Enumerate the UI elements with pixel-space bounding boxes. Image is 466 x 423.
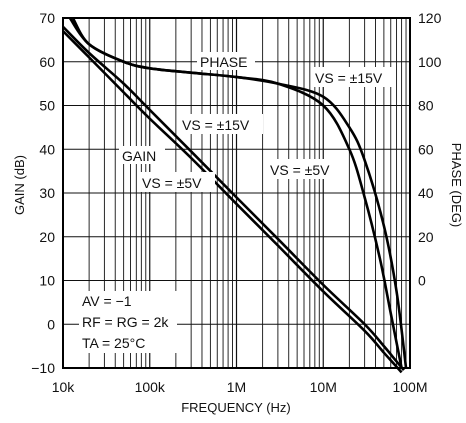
conditions-box-bg <box>79 291 177 353</box>
y-left-tick-label: 60 <box>39 54 55 70</box>
vs-phase-5-bg <box>267 159 343 179</box>
tick-labels: 10k 100k 1M 10M 100M −10 0 10 20 30 40 50 60 70 0 20 40 6… <box>31 10 441 395</box>
y-left-tick-label: 0 <box>47 316 55 332</box>
y-left-tick-label: −10 <box>31 360 55 376</box>
curves <box>62 17 408 374</box>
plot-border <box>62 17 411 369</box>
y-left-tick-label: 30 <box>39 185 55 201</box>
x-tick-label: 1M <box>227 379 246 395</box>
grid <box>62 17 410 369</box>
y-right-tick-label: 100 <box>418 54 442 70</box>
y-right-tick-label: 120 <box>418 10 442 26</box>
gain-label-bg <box>119 146 165 164</box>
y-left-tick-label: 50 <box>39 98 55 114</box>
series-line-1 <box>62 25 405 372</box>
x-tick-label: 100k <box>135 379 166 395</box>
vs-gain-15-label: VS = ±15V <box>182 117 250 133</box>
y-left-tick-label: 40 <box>39 141 55 157</box>
y-right-tick-label: 20 <box>418 229 434 245</box>
phase-label-bg <box>197 52 255 70</box>
gain-label: GAIN <box>122 148 156 164</box>
av-label: AV = −1 <box>82 293 132 309</box>
y-left-tick-label: 70 <box>39 10 55 26</box>
x-tick-label: 10k <box>52 379 76 395</box>
y-left-tick-label: 10 <box>39 273 55 289</box>
y-right-tick-label: 60 <box>418 141 434 157</box>
x-tick-label: 100M <box>392 379 427 395</box>
y-right-tick-label: 80 <box>418 98 434 114</box>
vs-gain-5-bg <box>139 172 215 192</box>
plot-frame <box>62 17 411 369</box>
ta-label: TA = 25°C <box>82 335 145 351</box>
y-axis-title-right: PHASE (DEG) <box>449 143 464 228</box>
y-right-tick-label: 0 <box>418 273 426 289</box>
y-left-tick-label: 20 <box>39 229 55 245</box>
series-line-4 <box>71 17 403 369</box>
vs-gain-15-bg <box>179 114 263 134</box>
rf-rg-label: RF = RG = 2k <box>82 314 169 330</box>
vs-gain-5-label: VS = ±5V <box>142 175 202 191</box>
vs-phase-5-label: VS = ±5V <box>270 162 330 178</box>
vs-phase-15-bg <box>312 67 396 87</box>
x-tick-label: 10M <box>310 379 337 395</box>
phase-label: PHASE <box>200 54 247 70</box>
x-axis-title: FREQUENCY (Hz) <box>181 400 291 415</box>
series-line-2 <box>62 30 403 374</box>
vs-phase-15-label: VS = ±15V <box>315 70 383 86</box>
y-axis-title-left: GAIN (dB) <box>12 155 27 215</box>
y-right-tick-label: 40 <box>418 185 434 201</box>
